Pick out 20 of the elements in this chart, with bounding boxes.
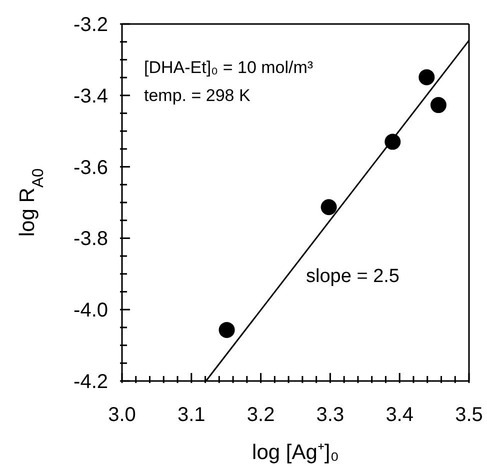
x-tick-label: 3.5 <box>455 404 483 426</box>
y-tick-label: -4.0 <box>74 300 108 322</box>
x-axis-title: log [Ag⁺]₀ <box>252 441 339 464</box>
x-tick-label: 3.3 <box>316 404 344 426</box>
point <box>418 69 435 86</box>
x-tick-label: 3.2 <box>246 404 275 426</box>
annotation: temp. = 298 K <box>144 86 250 106</box>
annotation: [DHA-Et]₀ = 10 mol/m³ <box>144 58 314 78</box>
y-tick-label: -3.6 <box>74 156 108 179</box>
point <box>218 322 235 338</box>
annotation: slope = 2.5 <box>306 266 400 288</box>
x-tick-label: 3.4 <box>386 404 414 426</box>
y-tick-label: -3.2 <box>74 14 108 36</box>
x-tick-label: 3.0 <box>108 404 136 426</box>
point <box>430 97 446 114</box>
y-tick-label: -3.8 <box>74 228 108 250</box>
point <box>320 199 337 216</box>
y-tick-label: -4.2 <box>74 371 108 393</box>
x-tick-label: 3.1 <box>177 404 206 426</box>
y-tick-label: -3.4 <box>74 85 108 108</box>
